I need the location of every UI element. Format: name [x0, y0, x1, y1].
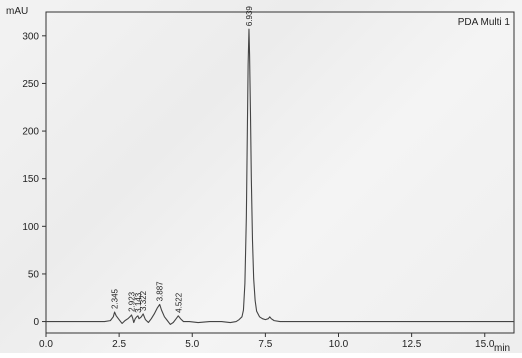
- x-tick-label: 0.0: [39, 339, 53, 350]
- x-tick-label: 7.5: [258, 339, 272, 350]
- peak-label: 3.143: [134, 292, 143, 313]
- y-tick-label: 300: [22, 31, 39, 42]
- series-line: [46, 28, 514, 325]
- y-axis-unit-label: mAU: [6, 6, 28, 17]
- y-axis-ticks: 0 50 100 150 200 250 300: [22, 31, 46, 328]
- peak-label: 4.522: [174, 292, 183, 313]
- x-axis-ticks: 0.0 2.5 5.0 7.5 10.0 12.5 15.0: [39, 333, 495, 350]
- y-tick-label: 150: [22, 174, 39, 185]
- series-layer: [46, 28, 514, 325]
- x-tick-label: 12.5: [402, 339, 422, 350]
- x-tick-label: 10.0: [329, 339, 349, 350]
- peak-label: 3.322: [139, 290, 148, 311]
- peak-label: 3.887: [156, 281, 165, 302]
- peak-label: 2.345: [111, 288, 120, 309]
- plot-frame: [45, 11, 515, 334]
- x-tick-label: 2.5: [112, 339, 126, 350]
- peak-label: 2.923: [128, 291, 137, 312]
- x-tick-label: 15.0: [475, 339, 495, 350]
- y-tick-label: 100: [22, 222, 39, 233]
- legend-entry: PDA Multi 1: [458, 17, 511, 28]
- y-tick-label: 0: [33, 317, 39, 328]
- x-tick-label: 5.0: [185, 339, 199, 350]
- x-axis-unit-label: min: [494, 343, 510, 353]
- y-tick-label: 200: [22, 127, 39, 138]
- peak-label: 6.939: [245, 6, 254, 27]
- y-tick-label: 250: [22, 79, 39, 90]
- y-tick-label: 50: [28, 269, 40, 280]
